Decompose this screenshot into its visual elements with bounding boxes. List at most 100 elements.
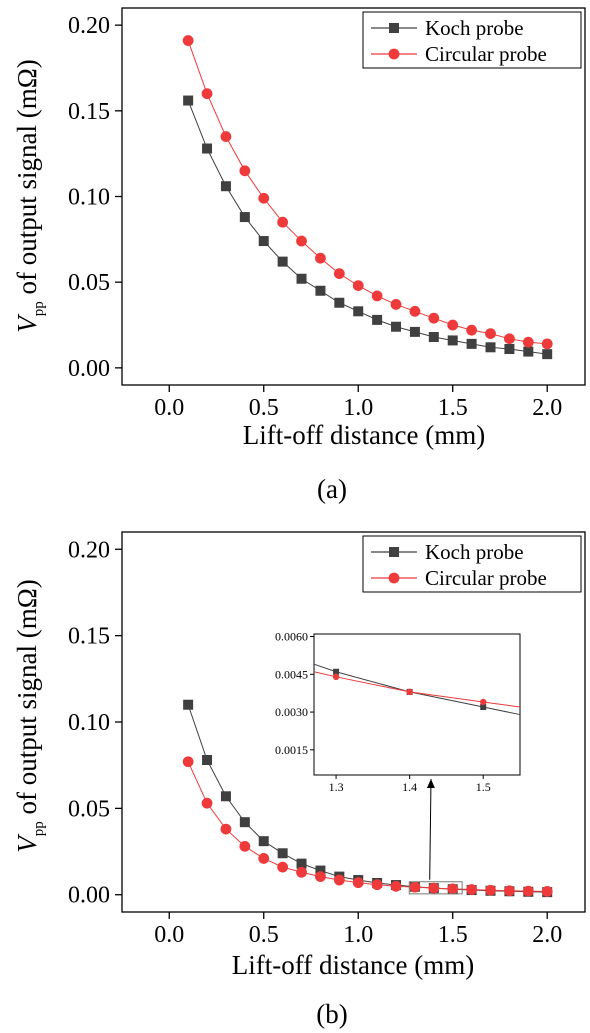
chart-a-legend bbox=[362, 11, 582, 69]
chart-a-point-square bbox=[353, 306, 364, 317]
chart-b-point-circle bbox=[258, 853, 270, 864]
chart-a-point-square bbox=[485, 342, 496, 353]
chart-b-point-circle bbox=[220, 823, 232, 835]
chart-b-inset: 1.3 1.4 1.5 0.0015 0.0030 0.0045 0.0060 bbox=[275, 630, 521, 794]
chart-b-point-circle bbox=[522, 885, 534, 897]
chart-a-point-square bbox=[315, 285, 326, 296]
chart-a-legend-marker bbox=[388, 48, 400, 60]
chart-a-y-tick-label: 0.05 bbox=[68, 270, 110, 296]
chart-b-legend-label: Circular probe bbox=[425, 566, 547, 590]
chart-a-point-circle bbox=[296, 235, 307, 247]
chart-a-caption: (a) bbox=[317, 474, 347, 504]
chart-b-inset-point-circle bbox=[332, 673, 340, 681]
chart-b-point-square bbox=[315, 865, 326, 876]
chart-a-point-circle bbox=[504, 333, 515, 345]
chart-a-point-square bbox=[523, 346, 534, 357]
chart-b-marks: 0.0 0.5 1.0 1.5 2.0 0.00 0.05 0.10 0.15 0.20 Koch … bbox=[68, 531, 586, 948]
chart-a-x-tick-label: 0.0 bbox=[154, 395, 184, 421]
chart-b-y-tick-label: 0.00 bbox=[68, 883, 110, 909]
chart-b-inset-x-tick-label: 1.5 bbox=[476, 780, 491, 794]
chart-b-point-circle bbox=[390, 880, 402, 892]
chart-b-point-square bbox=[220, 791, 231, 802]
chart-a-point-circle bbox=[409, 305, 421, 317]
chart-a-y-tick-label: 0.20 bbox=[68, 13, 110, 39]
chart-a-point-square bbox=[542, 349, 553, 360]
chart-a-point-circle bbox=[485, 328, 496, 339]
chart-a-point-circle bbox=[258, 192, 270, 204]
chart-b-point-circle bbox=[296, 866, 307, 878]
chart-a-point-square bbox=[334, 297, 345, 308]
chart-a-y-tick-label: 0.15 bbox=[68, 99, 110, 125]
chart-a-y-tick-label: 0.00 bbox=[68, 356, 110, 382]
chart-a-point-square bbox=[447, 335, 458, 346]
chart-b-inset-arrow bbox=[426, 778, 435, 880]
chart-a-point-circle bbox=[447, 319, 459, 331]
chart-b-inset-point-circle bbox=[406, 688, 413, 696]
chart-b-point-square bbox=[239, 817, 250, 828]
chart-a-point-square bbox=[391, 321, 402, 332]
chart-b-point-circle bbox=[409, 881, 421, 893]
chart-a-point-circle bbox=[466, 324, 478, 336]
chart-b-point-circle bbox=[485, 884, 496, 896]
chart-b-x-tick-label: 0.0 bbox=[154, 922, 184, 948]
chart-a-point-circle bbox=[522, 336, 534, 348]
chart-b-x-tick-label: 1.0 bbox=[343, 922, 373, 948]
chart-a-point-circle bbox=[352, 280, 364, 292]
chart-b-point-circle bbox=[447, 883, 459, 895]
chart-b-legend-marker bbox=[389, 547, 399, 557]
chart-a-point-square bbox=[372, 314, 383, 325]
chart-b-x-tick-label: 2.0 bbox=[532, 922, 562, 948]
chart-b-caption: (b) bbox=[316, 999, 347, 1029]
chart-b-inset-y-tick-label: 0.0045 bbox=[275, 667, 308, 681]
chart-b-point-square bbox=[296, 858, 307, 869]
chart-a-point-square bbox=[409, 326, 420, 337]
chart-a-point-square bbox=[258, 236, 269, 247]
chart-b-inset-plot-frame bbox=[313, 633, 521, 776]
chart-a-point-square bbox=[466, 338, 477, 349]
chart-a-point-square bbox=[239, 212, 250, 223]
chart-b-point-circle bbox=[333, 874, 345, 886]
chart-a-point-square bbox=[296, 273, 307, 284]
chart-b-legend-marker bbox=[388, 572, 400, 584]
chart-a-point-square bbox=[277, 256, 288, 267]
chart-a-xlabel: Lift-off distance (mm) bbox=[243, 420, 485, 450]
chart-panel-b: 0.0 0.5 1.0 1.5 2.0 0.00 0.05 0.10 0.15 0.20 Koch … bbox=[12, 531, 586, 1029]
chart-a-x-tick-label: 1.5 bbox=[438, 395, 468, 421]
chart-a-point-square bbox=[183, 95, 194, 106]
chart-a-point-circle bbox=[390, 299, 402, 310]
chart-a-point-square bbox=[428, 332, 439, 343]
chart-a-point-circle bbox=[239, 165, 251, 177]
chart-panel-a: 0.0 0.5 1.0 1.5 2.0 0.00 0.05 0.10 0.15 0.20 Koch … bbox=[12, 7, 586, 504]
chart-a-legend-label: Circular probe bbox=[425, 42, 547, 66]
chart-b-y-tick-label: 0.05 bbox=[68, 796, 110, 822]
chart-b-y-tick-label: 0.15 bbox=[68, 624, 110, 650]
chart-b-inset-y-tick-label: 0.0060 bbox=[275, 630, 308, 644]
chart-b-inset-point-square bbox=[333, 668, 340, 675]
chart-b-inset-y-tick-label: 0.0015 bbox=[275, 743, 308, 757]
chart-a-series-line-circle bbox=[187, 40, 548, 345]
chart-b-point-circle bbox=[504, 885, 515, 897]
chart-a-point-circle bbox=[428, 312, 440, 324]
chart-b-y-tick-label: 0.20 bbox=[68, 537, 110, 563]
chart-b-point-circle bbox=[201, 797, 213, 809]
chart-b-ylabel: Vpp of output signal (mΩ) bbox=[12, 579, 47, 853]
chart-b-x-tick-label: 1.5 bbox=[438, 922, 468, 948]
chart-b-inset-x-tick-label: 1.4 bbox=[402, 780, 417, 794]
chart-a-point-square bbox=[202, 143, 213, 154]
chart-a-ylabel: Vpp of output signal (mΩ) bbox=[12, 59, 47, 333]
chart-b-point-circle bbox=[371, 879, 383, 891]
chart-a-x-tick-label: 2.0 bbox=[532, 395, 562, 421]
chart-b-point-circle bbox=[182, 756, 194, 768]
chart-a-point-circle bbox=[182, 35, 194, 46]
chart-b-legend-label: Koch probe bbox=[425, 540, 524, 564]
chart-b-point-square bbox=[277, 848, 288, 859]
chart-a-point-circle bbox=[315, 252, 326, 264]
chart-b-point-circle bbox=[352, 877, 364, 889]
chart-b-point-circle bbox=[239, 840, 251, 852]
chart-a-marks: 0.0 0.5 1.0 1.5 2.0 0.00 0.05 0.10 0.15 0.20 Koch … bbox=[68, 7, 586, 421]
chart-b-point-circle bbox=[315, 871, 326, 882]
chart-b-point-circle bbox=[541, 886, 553, 897]
chart-b-point-circle bbox=[428, 882, 440, 894]
chart-a-x-tick-label: 1.0 bbox=[343, 395, 373, 421]
chart-b-y-tick-label: 0.10 bbox=[68, 710, 110, 736]
